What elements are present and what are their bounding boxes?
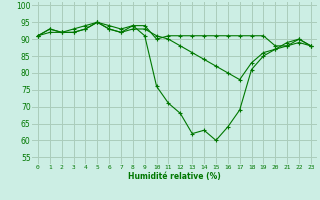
X-axis label: Humidité relative (%): Humidité relative (%) xyxy=(128,172,221,181)
